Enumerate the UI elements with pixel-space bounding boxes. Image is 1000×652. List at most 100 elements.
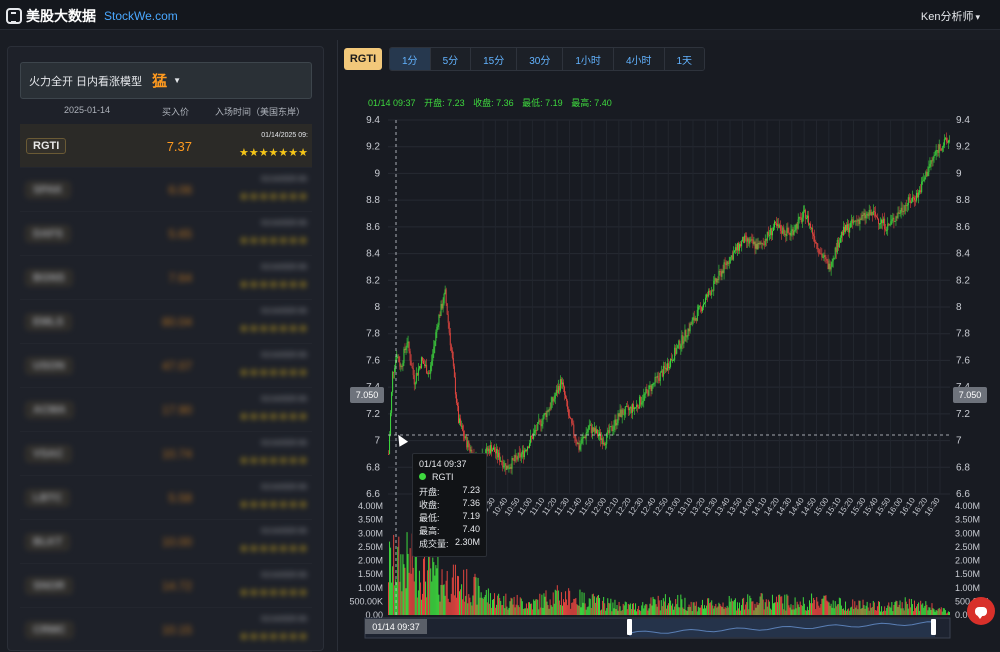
- volume-bar: [394, 585, 396, 615]
- row-ticker[interactable]: USON: [26, 358, 72, 374]
- row-ticker[interactable]: VSAC: [26, 446, 71, 462]
- volume-bar: [816, 597, 818, 615]
- volume-bar: [747, 594, 749, 615]
- user-menu[interactable]: Ken分析师 ▾: [921, 8, 980, 24]
- volume-bar: [469, 597, 471, 615]
- row-ticker[interactable]: EMLS: [26, 314, 71, 330]
- candle-body: [561, 382, 563, 385]
- candle-body: [859, 218, 861, 224]
- candle-body: [939, 144, 941, 149]
- candle-body: [815, 241, 817, 244]
- volume-bar: [765, 599, 767, 615]
- table-row[interactable]: SNOR 14.72 01/14/2025 09: ★★★★★★★: [20, 564, 312, 608]
- chat-button[interactable]: [967, 597, 995, 625]
- row-ticker[interactable]: CRMC: [26, 622, 73, 638]
- volume-bar: [639, 610, 641, 615]
- tab-interval[interactable]: 15分: [471, 48, 518, 70]
- volume-bar: [585, 609, 587, 615]
- table-row[interactable]: SPAK 6.06 01/14/2025 09: ★★★★★★★: [20, 168, 312, 212]
- volume-bar: [400, 554, 402, 615]
- volume-bar: [499, 597, 501, 615]
- volume-bar: [679, 607, 681, 615]
- volume-bar: [943, 608, 945, 615]
- row-ticker[interactable]: BLKT: [26, 534, 70, 550]
- volume-bar: [812, 603, 814, 615]
- table-row[interactable]: USON 47.07 01/14/2025 09: ★★★★★★★: [20, 344, 312, 388]
- volume-bar: [746, 602, 748, 615]
- candle-body: [759, 242, 761, 245]
- symbol-tab[interactable]: RGTI: [344, 48, 382, 70]
- volume-bar: [815, 609, 817, 615]
- volume-bar: [695, 601, 697, 615]
- row-ticker[interactable]: SPAK: [26, 182, 70, 198]
- model-select[interactable]: 火力全开 日内看涨模型 猛 ▼: [20, 62, 312, 99]
- candle-body: [655, 376, 657, 378]
- volume-bar: [764, 602, 766, 615]
- row-ticker[interactable]: DAFS: [26, 226, 70, 242]
- candle-body: [868, 210, 870, 217]
- table-row[interactable]: ACMA 17.90 01/14/2025 09: ★★★★★★★: [20, 388, 312, 432]
- site-logo[interactable]: 美股大数据 StockWe.com: [6, 6, 178, 26]
- table-row[interactable]: BLKT 10.00 01/14/2025 09: ★★★★★★★: [20, 520, 312, 564]
- candle-body: [597, 435, 599, 437]
- table-row[interactable]: DAFS 5.65 01/14/2025 09: ★★★★★★★: [20, 212, 312, 256]
- row-ticker[interactable]: SNOR: [26, 578, 72, 594]
- volume-bar: [502, 605, 504, 615]
- candle-body: [893, 217, 895, 222]
- row-ticker[interactable]: BGNS: [26, 270, 72, 286]
- candle-body: [584, 437, 586, 439]
- table-row[interactable]: LBTC 5.58 01/14/2025 09: ★★★★★★★: [20, 476, 312, 520]
- logo-text-en[interactable]: StockWe.com: [104, 9, 178, 23]
- tab-interval[interactable]: 1分: [390, 48, 431, 70]
- volume-bar: [909, 607, 911, 615]
- volume-bar: [847, 609, 849, 615]
- candle-body: [399, 362, 401, 367]
- volume-bar: [662, 598, 664, 615]
- candle-body: [675, 347, 677, 354]
- candle-body: [806, 215, 808, 219]
- candle-body: [748, 238, 750, 244]
- volume-bar: [700, 605, 702, 615]
- row-ticker[interactable]: LBTC: [26, 490, 70, 506]
- table-row[interactable]: RGTI 7.37 01/14/2025 09: ★★★★★★★: [20, 124, 312, 168]
- candle-body: [536, 429, 538, 431]
- tab-interval[interactable]: 30分: [517, 48, 564, 70]
- tab-interval[interactable]: 1天: [664, 48, 705, 70]
- volume-bar: [800, 604, 802, 615]
- candle-body: [454, 377, 456, 395]
- table-row[interactable]: VSAC 10.74 01/14/2025 09: ★★★★★★★: [20, 432, 312, 476]
- candle-body: [853, 220, 855, 224]
- candle-body: [923, 179, 925, 181]
- volume-bar: [791, 609, 793, 615]
- candle-body: [945, 137, 947, 142]
- table-row[interactable]: EMLS 80.04 01/14/2025 09: ★★★★★★★: [20, 300, 312, 344]
- row-time: 01/14/2025 09:: [261, 308, 308, 315]
- candle-body: [403, 348, 405, 364]
- header-date: 2025-01-14: [64, 105, 111, 115]
- candle-body: [623, 414, 625, 416]
- volume-bar: [945, 613, 947, 615]
- volume-bar: [656, 606, 658, 615]
- candle-body: [645, 389, 647, 394]
- candle-body: [870, 211, 872, 216]
- table-row[interactable]: BGNS 7.64 01/14/2025 09: ★★★★★★★: [20, 256, 312, 300]
- price-tick-label-right: 8.4: [956, 249, 970, 260]
- volume-bar: [593, 596, 595, 615]
- row-ticker[interactable]: ACMA: [26, 402, 73, 418]
- volume-bar: [701, 599, 703, 615]
- volume-bar: [570, 608, 572, 615]
- tab-interval[interactable]: 1小时: [563, 48, 614, 70]
- tab-interval[interactable]: 5分: [430, 48, 472, 70]
- volume-bar: [508, 607, 510, 615]
- logo-text-cn: 美股大数据: [26, 8, 96, 24]
- row-ticker[interactable]: RGTI: [26, 138, 67, 154]
- volume-bar: [798, 607, 800, 615]
- volume-bar: [749, 595, 751, 615]
- tab-interval[interactable]: 4小时: [613, 48, 665, 70]
- volume-bar: [620, 611, 622, 615]
- navigator-handle-right[interactable]: [931, 619, 936, 635]
- volume-bar: [515, 604, 517, 615]
- candle-body: [779, 225, 781, 228]
- navigator-handle-left[interactable]: [627, 619, 632, 635]
